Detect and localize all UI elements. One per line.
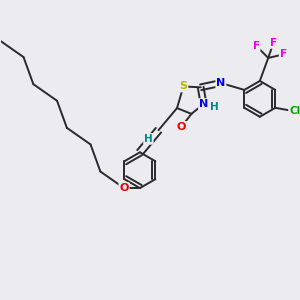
Text: H: H — [144, 134, 153, 144]
Text: F: F — [280, 50, 287, 59]
Text: F: F — [253, 41, 260, 51]
Text: F: F — [270, 38, 277, 48]
Text: Cl: Cl — [289, 106, 300, 116]
Text: O: O — [119, 183, 129, 193]
Text: N: N — [199, 99, 208, 109]
Text: N: N — [216, 78, 226, 88]
Text: O: O — [177, 122, 186, 132]
Text: H: H — [210, 102, 219, 112]
Text: S: S — [179, 81, 188, 92]
